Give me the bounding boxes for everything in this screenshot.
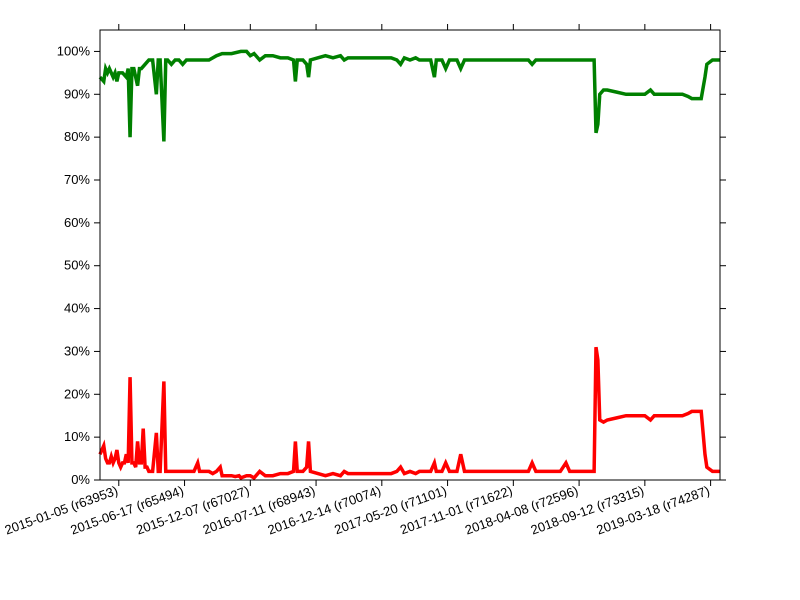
y-tick-label: 90% bbox=[64, 86, 90, 101]
y-tick-label: 20% bbox=[64, 386, 90, 401]
y-tick-label: 50% bbox=[64, 258, 90, 273]
time-series-chart: 0%10%20%30%40%50%60%70%80%90%100%2015-01… bbox=[0, 0, 800, 600]
y-tick-label: 60% bbox=[64, 215, 90, 230]
y-tick-label: 70% bbox=[64, 172, 90, 187]
y-tick-label: 0% bbox=[71, 472, 90, 487]
y-tick-label: 40% bbox=[64, 301, 90, 316]
y-tick-label: 80% bbox=[64, 129, 90, 144]
y-tick-label: 30% bbox=[64, 343, 90, 358]
y-tick-label: 10% bbox=[64, 429, 90, 444]
y-tick-label: 100% bbox=[57, 43, 91, 58]
